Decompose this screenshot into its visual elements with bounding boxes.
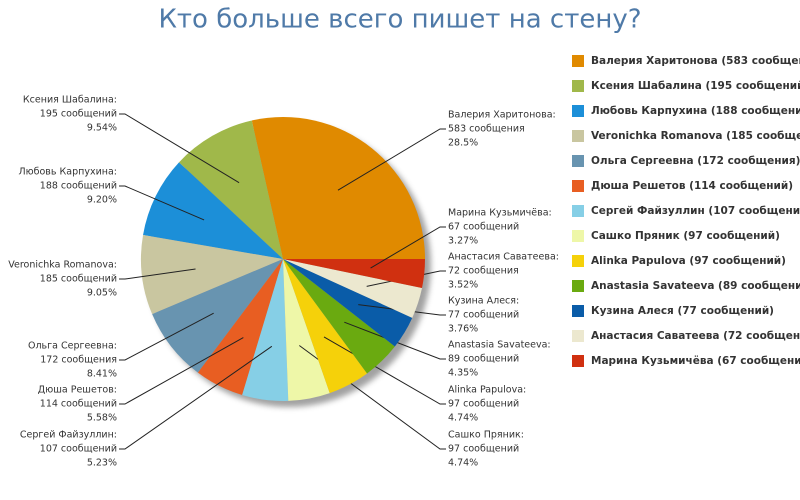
pie-slice — [242, 259, 289, 401]
slice-percent: 9.05% — [87, 288, 117, 299]
slice-percent: 3.27% — [448, 236, 478, 247]
slice-count: 195 сообщений — [40, 109, 117, 120]
slice-count: 77 сообщений — [448, 310, 519, 321]
chart-title: Кто больше всего пишет на стену? — [158, 5, 641, 35]
pie-slice — [283, 259, 368, 394]
legend-label: Alinka Papulova (97 сообщений) — [591, 255, 786, 267]
slice-percent: 28.5% — [448, 138, 478, 149]
slice-count: 67 сообщений — [448, 222, 519, 233]
pie-slice — [251, 117, 425, 259]
legend-label: Анастасия Саватеева (72 сообщения) — [591, 330, 800, 342]
legend-swatch — [572, 130, 584, 142]
slice-name: Veronichka Romanova: — [8, 260, 117, 271]
slice-percent: 8.41% — [87, 369, 117, 380]
slice-count: 107 сообщений — [40, 444, 117, 455]
leader-line — [344, 321, 446, 360]
legend-label: Кузина Алеся (77 сообщений) — [591, 305, 774, 317]
legend-swatch — [572, 280, 584, 292]
slice-percent: 3.76% — [448, 324, 478, 335]
slice-percent: 4.35% — [448, 368, 478, 379]
slice-count: 114 сообщений — [40, 399, 117, 410]
leader-line — [370, 226, 446, 269]
legend-swatch — [572, 330, 584, 342]
legend-label: Сергей Файзуллин (107 сообщений) — [591, 205, 800, 217]
legend-label: Ольга Сергеевна (172 сообщения) — [591, 155, 800, 167]
legend-swatch — [572, 205, 584, 217]
pie-slice — [283, 259, 425, 289]
slice-count: 185 сообщений — [40, 274, 117, 285]
slice-percent: 3.52% — [448, 280, 478, 291]
legend-swatch — [572, 255, 584, 267]
pie-slice — [141, 234, 283, 315]
slice-name: Ксения Шабалина: — [23, 95, 117, 106]
slice-count: 172 сообщения — [40, 355, 117, 366]
slice-name: Сергей Файзуллин: — [20, 430, 117, 441]
slice-name: Любовь Карпухина: — [19, 167, 118, 178]
slice-percent: 9.20% — [87, 195, 117, 206]
slice-percent: 9.54% — [87, 123, 117, 134]
legend-label: Veronichka Romanova (185 сообщений) — [591, 130, 800, 142]
pie-slice — [178, 120, 283, 259]
pie-slice — [283, 259, 413, 347]
slice-percent: 5.58% — [87, 413, 117, 424]
slice-name: Anastasia Savateeva: — [448, 340, 551, 351]
legend-label: Валерия Харитонова (583 сообщения) — [591, 55, 800, 67]
leader-line — [358, 304, 446, 316]
slice-count: 97 сообщений — [448, 399, 519, 410]
legend-swatch — [572, 155, 584, 167]
legend-label: Дюша Решетов (114 сообщений) — [591, 180, 793, 192]
slice-name: Сашко Пряник: — [448, 430, 524, 441]
legend-swatch — [572, 230, 584, 242]
pie-slice — [152, 259, 283, 373]
leader-line — [119, 185, 205, 221]
slice-name: Валерия Харитонова: — [448, 110, 556, 121]
legend-swatch — [572, 55, 584, 67]
legend-swatch — [572, 80, 584, 92]
legend-label: Марина Кузьмичёва (67 сообщений) — [591, 355, 800, 367]
slice-count: 72 сообщения — [448, 266, 519, 277]
slice-name: Марина Кузьмичёва: — [448, 208, 552, 219]
slice-percent: 5.23% — [87, 458, 117, 469]
pie-slice — [143, 162, 283, 259]
legend-swatch — [572, 355, 584, 367]
legend-label: Любовь Карпухина (188 сообщений) — [591, 105, 800, 117]
slice-count: 188 сообщений — [40, 181, 117, 192]
leader-line — [337, 128, 446, 191]
slice-name: Ольга Сергеевна: — [28, 341, 117, 352]
legend-swatch — [572, 180, 584, 192]
legend-label: Ксения Шабалина (195 сообщений) — [591, 80, 800, 92]
slice-count: 583 сообщения — [448, 124, 525, 135]
leader-line — [119, 337, 244, 405]
legend-label: Anastasia Savateeva (89 сообщений) — [591, 280, 800, 292]
leader-line — [119, 345, 273, 450]
leader-line — [119, 312, 214, 361]
legend-label: Сашко Пряник (97 сообщений) — [591, 230, 780, 242]
legend-swatch — [572, 305, 584, 317]
pie-slice — [283, 259, 395, 374]
slice-percent: 4.74% — [448, 458, 478, 469]
slice-name: Анастасия Саватеева: — [448, 252, 559, 263]
pie-slice — [283, 259, 423, 318]
slice-name: Alinka Papulova: — [448, 385, 526, 396]
slice-name: Кузина Алеся: — [448, 296, 519, 307]
slice-name: Дюша Решетов: — [38, 385, 117, 396]
pie-slice — [197, 259, 283, 396]
slice-count: 97 сообщений — [448, 444, 519, 455]
legend-swatch — [572, 105, 584, 117]
slice-percent: 4.74% — [448, 413, 478, 424]
slice-count: 89 сообщений — [448, 354, 519, 365]
leader-line — [119, 113, 240, 184]
pie-slice — [283, 259, 330, 401]
leader-line — [119, 268, 196, 280]
